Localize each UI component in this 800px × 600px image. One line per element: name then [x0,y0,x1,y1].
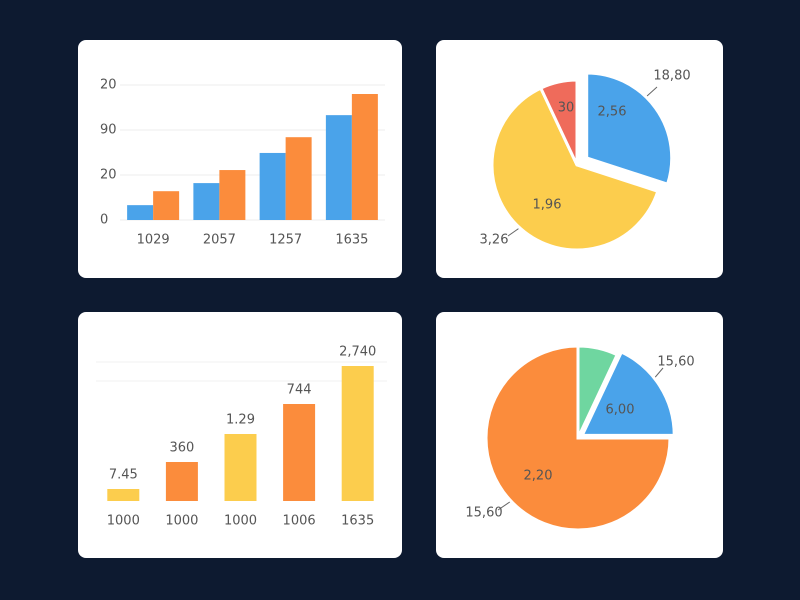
data-annotation: 2,740 [339,345,376,360]
data-annotation: 6,00 [606,403,635,418]
x-tick-label: 1000 [224,514,257,529]
x-tick-label: 1635 [335,233,368,248]
data-annotation: 15,60 [657,355,694,370]
y-tick-label: 0 [100,213,108,228]
x-tick-label: 1257 [269,233,302,248]
x-tick-label: 1000 [107,514,140,529]
data-annotation: 3,26 [480,233,509,248]
data-annotation: 7.45 [109,468,138,483]
bar [285,137,312,220]
x-tick-label: 1006 [283,514,316,529]
pie-slice [538,78,579,166]
panel [436,40,723,278]
y-tick-label: 20 [100,78,117,93]
data-annotation: 360 [169,441,194,456]
data-annotation: 1.29 [226,413,255,428]
x-tick-label: 1029 [137,233,170,248]
bar [341,366,374,501]
data-annotation: 2,20 [524,469,553,484]
data-annotation: 1,96 [533,198,562,213]
bar [259,152,286,220]
pie-slice [579,350,676,437]
bar [283,404,316,501]
bar [224,434,257,501]
data-annotation: 2,56 [598,105,627,120]
y-tick-label: 20 [100,168,117,183]
bar [165,462,198,501]
bar [107,489,140,501]
pie-slice [585,71,674,187]
data-annotation: 744 [287,383,312,398]
data-annotation: 30 [558,101,575,116]
bar [325,115,352,220]
y-tick-label: 90 [100,123,117,138]
x-tick-label: 2057 [203,233,236,248]
pie-slice [484,344,672,532]
x-tick-label: 1000 [165,514,198,529]
bar [127,205,154,220]
data-annotation: 15,60 [465,506,502,521]
pie-slice [490,86,660,252]
bar [219,170,246,220]
bar [153,191,180,220]
data-annotation: 18,80 [653,69,690,84]
x-tick-label: 1635 [341,514,374,529]
bar [351,94,378,220]
bar [193,183,220,220]
